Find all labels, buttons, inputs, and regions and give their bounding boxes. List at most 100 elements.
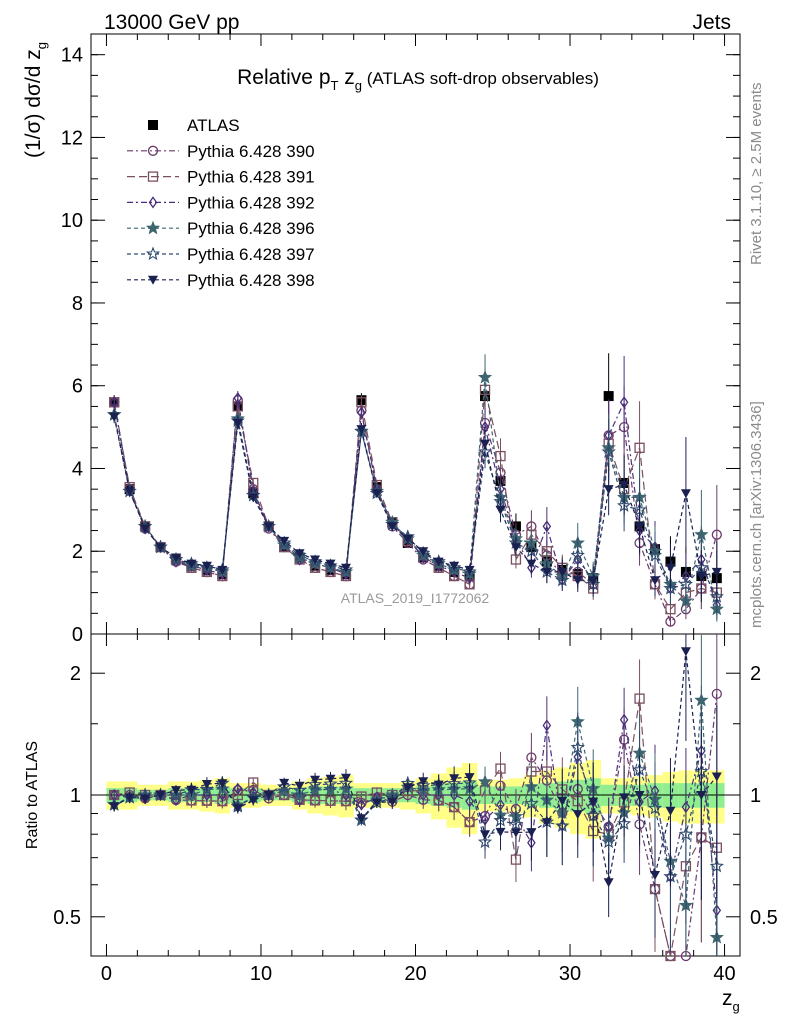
ratio-point-pythia-6-428-391 [510, 854, 522, 865]
point-pythia-6-428-398 [495, 505, 506, 515]
ratio-point-pythia-6-428-398 [371, 798, 382, 808]
ratio-point-pythia-6-428-398 [557, 796, 568, 806]
ratio-point-pythia-6-428-398 [325, 774, 336, 784]
point-pythia-6-428-392 [233, 392, 243, 405]
ratio-point-pythia-6-428-392 [619, 713, 629, 726]
ratio-point-pythia-6-428-392 [465, 795, 474, 808]
point-pythia-6-428-391 [495, 450, 506, 462]
point-pythia-6-428-398 [387, 522, 398, 532]
point-pythia-6-428-390 [711, 529, 722, 540]
ratio-point-pythia-6-428-398 [495, 827, 506, 837]
ratio-point-pythia-6-428-398 [109, 802, 120, 812]
ratio-point-pythia-6-428-397 [524, 796, 539, 810]
ratio-point-pythia-6-428-398 [464, 773, 475, 783]
legend: ATLAS Pythia 6.428 390 Pythia 6.428 391 Pyt… [127, 116, 315, 290]
analysis-tag: ATLAS_2019_I1772062 [341, 590, 490, 606]
y-tick-label: 8 [72, 293, 83, 315]
ratio-point-pythia-6-428-398 [356, 814, 367, 824]
ratio-point-pythia-6-428-398 [711, 772, 722, 782]
point-atlas [603, 391, 614, 402]
ratio-point-pythia-6-428-397 [570, 740, 585, 754]
ratio-point-pythia-6-428-398 [603, 878, 614, 888]
legend-label-pythia-6-428-398: Pythia 6.428 398 [187, 271, 315, 290]
ratio-point-pythia-6-428-397 [647, 800, 663, 815]
ratio-point-pythia-6-428-390 [711, 688, 722, 700]
ratio-point-pythia-6-428-398 [140, 794, 151, 804]
point-pythia-6-428-398 [402, 534, 413, 544]
legend-label-atlas: ATLAS [187, 116, 240, 135]
ratio-point-pythia-6-428-398 [665, 806, 676, 816]
point-pythia-6-428-398 [109, 412, 120, 422]
point-pythia-6-428-397 [663, 581, 678, 595]
ratio-point-pythia-6-428-392 [233, 782, 243, 795]
ratio-point-pythia-6-428-398 [170, 786, 181, 796]
ratio-point-pythia-6-428-398 [634, 791, 645, 800]
series-line-pythia-6-428-390 [113, 400, 718, 623]
point-pythia-6-428-398 [294, 549, 305, 559]
x-tick-label: 20 [404, 963, 426, 985]
point-pythia-6-428-398 [696, 572, 707, 582]
point-pythia-6-428-398 [510, 543, 521, 553]
energy-label: 13000 GeV pp [104, 11, 239, 34]
ratio-point-pythia-6-428-392 [542, 719, 552, 732]
ratio-point-pythia-6-428-398 [155, 791, 166, 800]
y-tick-label: 0 [72, 624, 83, 646]
point-pythia-6-428-398 [217, 565, 228, 575]
ratio-point-pythia-6-428-398 [402, 783, 413, 793]
ratio-point-pythia-6-428-398 [480, 830, 491, 840]
point-pythia-6-428-396 [694, 527, 709, 541]
ratio-point-pythia-6-428-398 [418, 777, 429, 787]
ratio-point-pythia-6-428-398 [294, 781, 305, 791]
point-pythia-6-428-398 [480, 439, 491, 449]
point-pythia-6-428-398 [140, 524, 151, 534]
point-pythia-6-428-398 [340, 563, 351, 573]
ratio-y-tick-label-right: 2 [750, 663, 761, 685]
y-tick-label: 14 [61, 45, 83, 67]
ratio-point-pythia-6-428-398 [263, 791, 274, 800]
point-pythia-6-428-391 [634, 442, 645, 453]
point-pythia-6-428-397 [647, 547, 663, 562]
ratio-point-pythia-6-428-397 [323, 776, 338, 791]
chart-title: Relative pT zg (ATLAS soft-drop observab… [237, 66, 599, 93]
point-pythia-6-428-398 [371, 489, 382, 499]
point-pythia-6-428-398 [541, 567, 552, 577]
point-pythia-6-428-397 [601, 444, 616, 459]
title-mid: z [338, 66, 354, 89]
ratio-point-pythia-6-428-398 [232, 804, 243, 814]
point-pythia-6-428-398 [248, 493, 259, 503]
ratio-point-pythia-6-428-398 [340, 773, 351, 783]
legend-marker-pythia-6-428-396 [145, 220, 161, 235]
x-tick-label: 0 [101, 963, 112, 985]
ratio-point-pythia-6-428-398 [572, 810, 583, 820]
ratio-y-tick-label: 2 [70, 663, 81, 685]
point-pythia-6-428-398 [572, 576, 583, 586]
ratio-point-pythia-6-428-391 [634, 693, 645, 704]
ratio-point-pythia-6-428-396 [477, 774, 493, 788]
point-pythia-6-428-398 [418, 547, 429, 557]
ratio-point-pythia-6-428-398 [387, 797, 398, 807]
ratio-line-pythia-6-428-392 [114, 719, 718, 911]
title-sub: T [331, 78, 339, 93]
x-tick-label: 10 [250, 963, 272, 985]
ratio-point-pythia-6-428-398 [201, 780, 212, 790]
point-pythia-6-428-397 [678, 576, 694, 591]
point-pythia-6-428-398 [557, 567, 568, 577]
series-line-pythia-6-428-396 [113, 377, 718, 610]
point-pythia-6-428-398 [124, 487, 135, 497]
point-pythia-6-428-398 [680, 489, 691, 499]
point-pythia-6-428-397 [570, 547, 585, 562]
point-pythia-6-428-398 [526, 559, 537, 569]
point-pythia-6-428-398 [619, 481, 630, 491]
ratio-y-tick-label: 1 [70, 785, 81, 807]
ratio-point-pythia-6-428-398 [449, 774, 460, 784]
point-pythia-6-428-391 [665, 604, 676, 615]
y-tick-label: 12 [61, 127, 83, 149]
legend-marker-pythia-6-428-390 [147, 145, 159, 156]
point-pythia-6-428-398 [155, 543, 166, 553]
legend-label-pythia-6-428-391: Pythia 6.428 391 [187, 168, 315, 187]
ratio-point-pythia-6-428-398 [696, 791, 707, 800]
jets-label: Jets [692, 11, 731, 34]
y-tick-label: 4 [72, 458, 83, 480]
ratio-point-pythia-6-428-398 [680, 647, 691, 657]
